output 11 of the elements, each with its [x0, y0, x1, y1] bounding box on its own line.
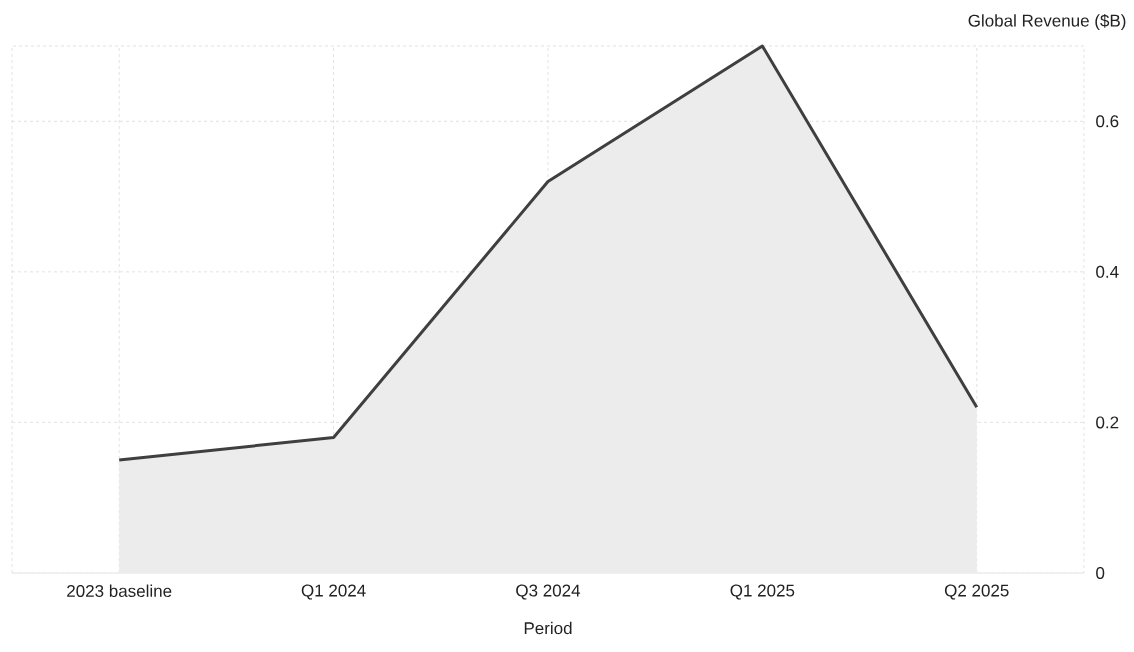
y-tick-label: 0.2 — [1096, 416, 1119, 429]
x-tick-label: Q2 2025 — [944, 584, 1009, 600]
y-tick-label: 0.6 — [1096, 115, 1119, 128]
x-tick-label: Q1 2024 — [301, 584, 366, 600]
x-tick-label: Q1 2025 — [730, 584, 795, 600]
y-tick-label: 0 — [1096, 566, 1105, 580]
y-axis-title: Global Revenue ($B) — [968, 13, 1126, 31]
x-tick-label: 2023 baseline — [67, 584, 172, 598]
x-axis-title: Period — [524, 621, 572, 635]
y-tick-label: 0.4 — [1096, 265, 1119, 278]
x-tick-label: Q3 2024 — [516, 584, 581, 600]
